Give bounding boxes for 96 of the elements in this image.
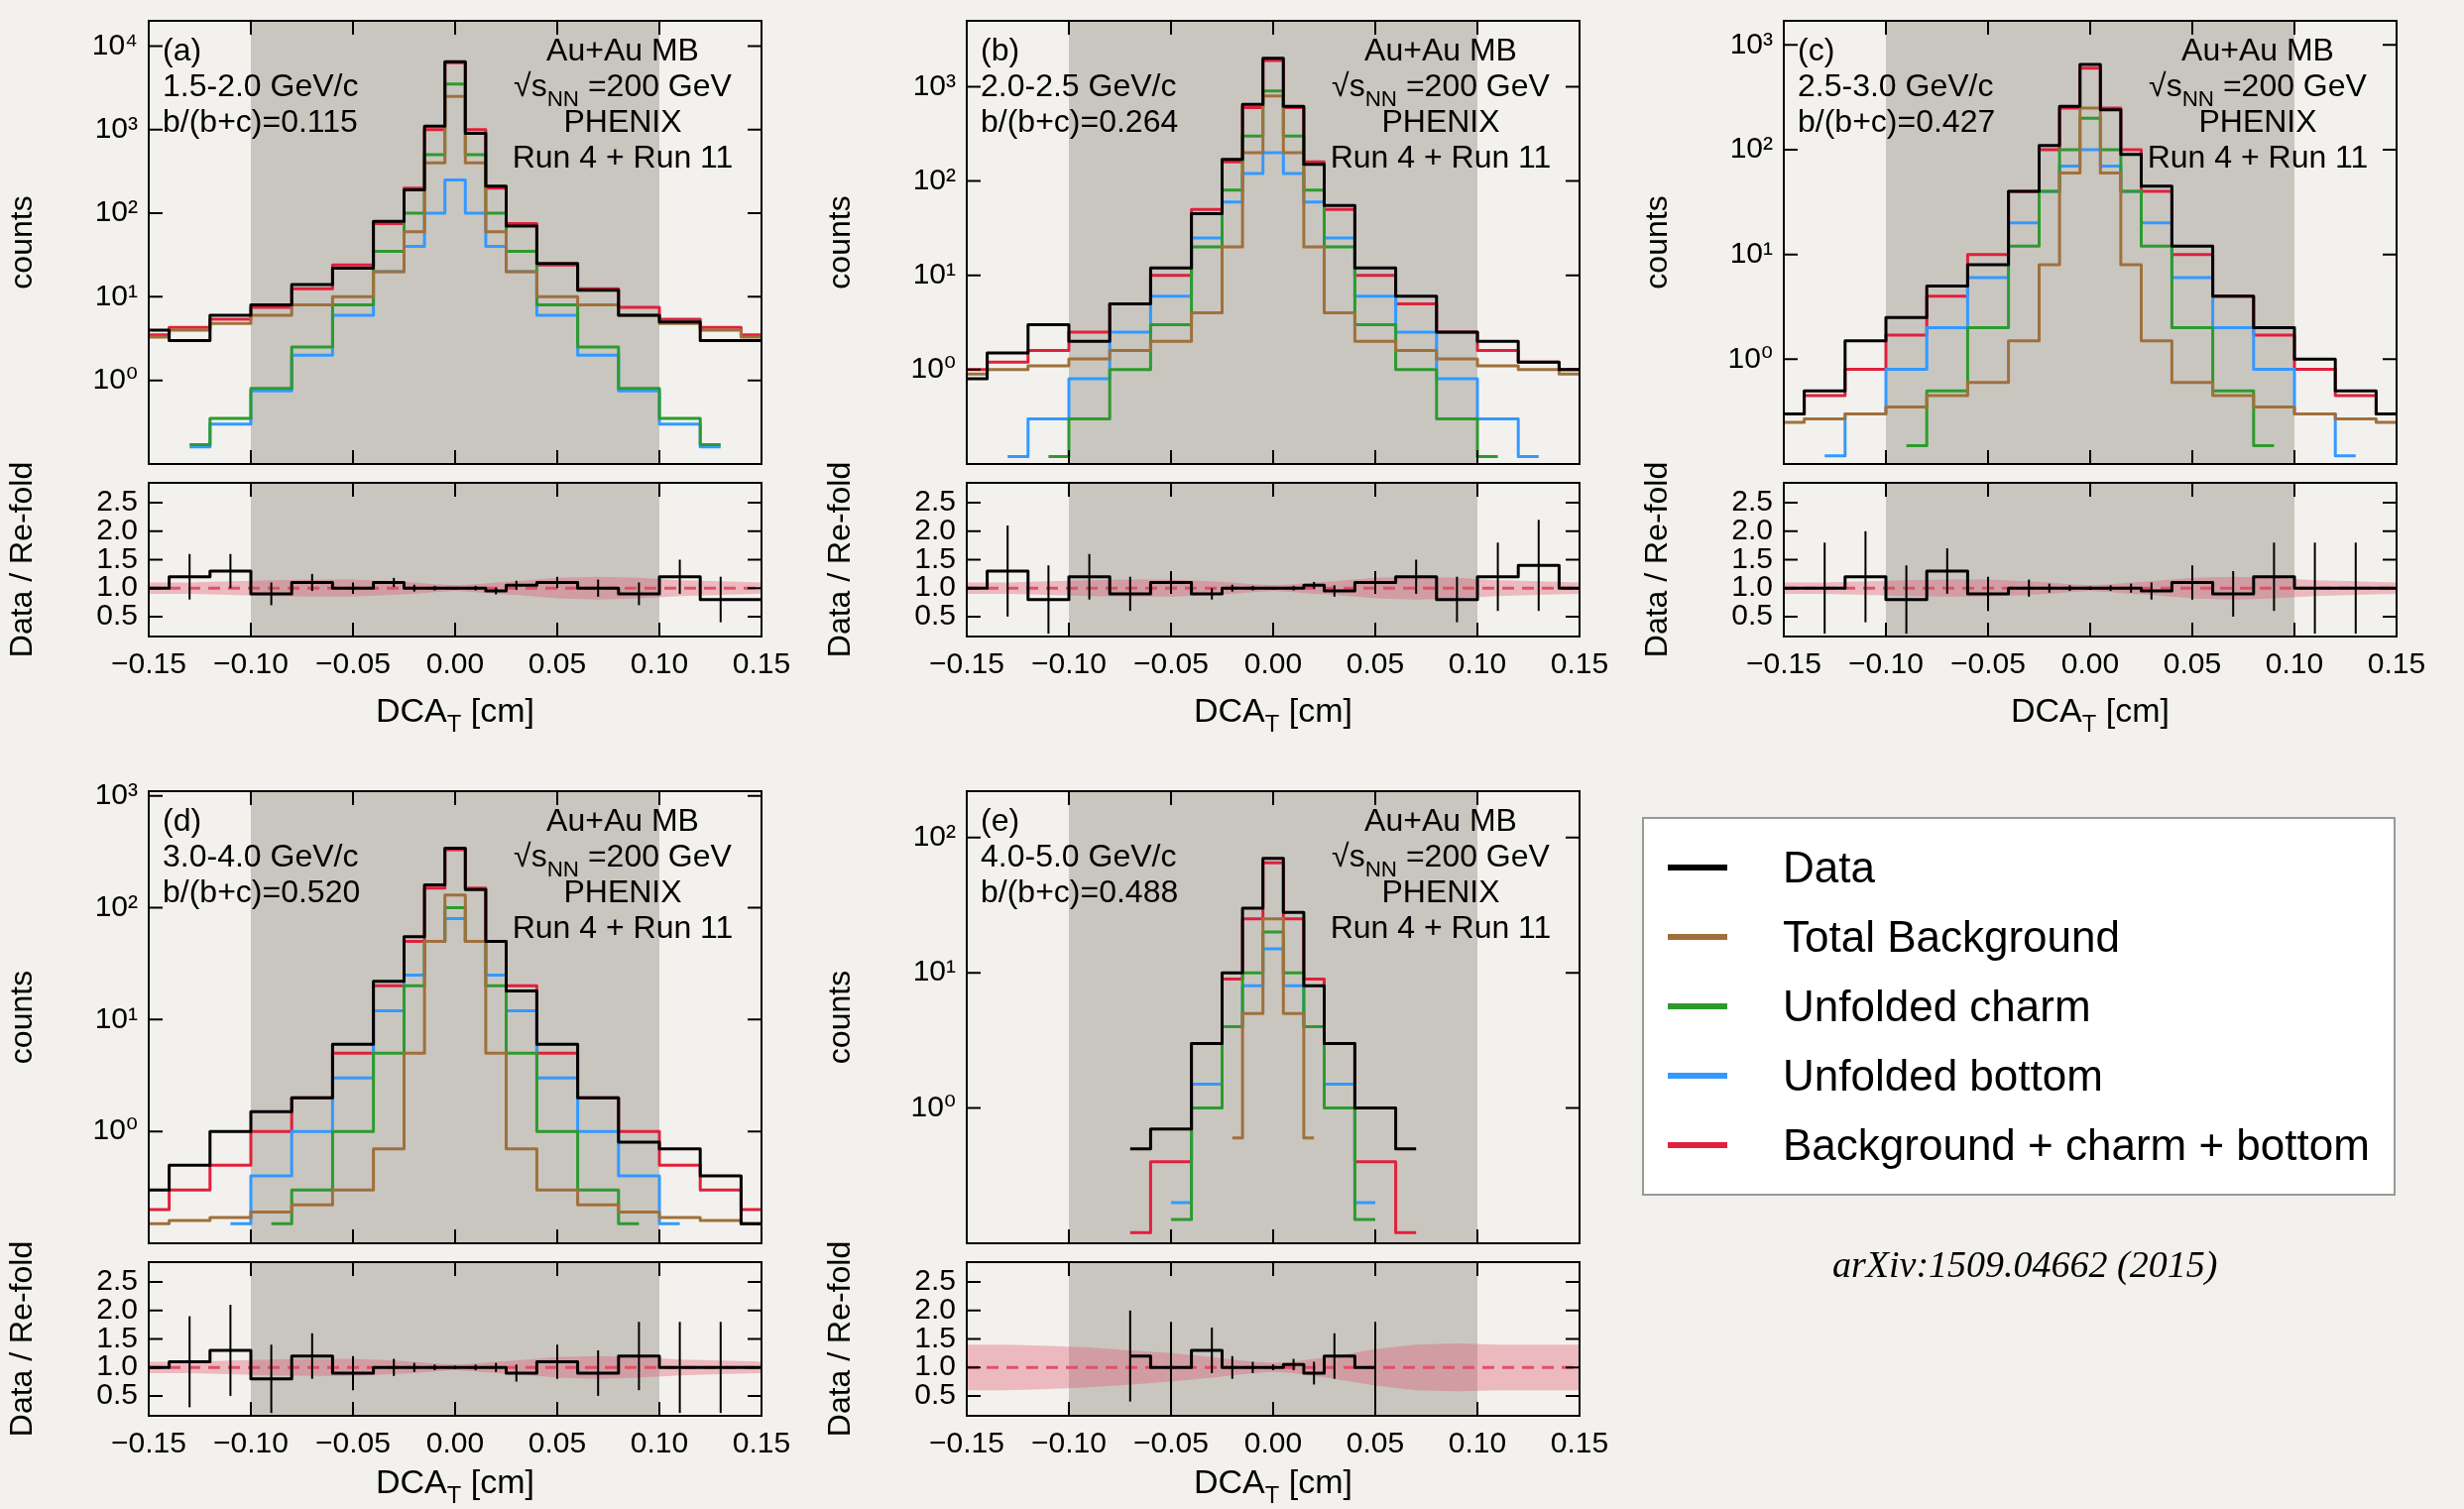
x-tick-label: 0.00 xyxy=(425,1426,485,1459)
y-tick-label: 10¹ xyxy=(94,1000,139,1034)
x-tick-label: 0.15 xyxy=(732,646,791,680)
annotation: Au+Au MB xyxy=(1364,32,1517,67)
x-tick-label: 0.10 xyxy=(1448,1426,1507,1459)
x-tick-label: 0.10 xyxy=(1448,646,1507,680)
x-tick-label: 0.10 xyxy=(630,646,689,680)
annotation: Au+Au MB xyxy=(546,802,699,838)
x-tick-label: 0.05 xyxy=(1346,646,1405,680)
annotation: Run 4 + Run 11 xyxy=(512,139,734,174)
y-axis-title: Data / Re-fold xyxy=(1638,461,1675,658)
x-tick-label: 0.00 xyxy=(1243,646,1303,680)
x-tick-label: 0.05 xyxy=(1346,1426,1405,1459)
y-axis-title: Data / Re-fold xyxy=(3,1240,40,1438)
legend-label: Unfolded charm xyxy=(1783,982,2091,1031)
y-tick-label: 10² xyxy=(912,818,957,852)
y-tick-label: 10⁴ xyxy=(91,27,138,60)
x-tick-label: 0.05 xyxy=(528,1426,587,1459)
annotation: 2.5-3.0 GeV/c xyxy=(1798,67,1994,103)
y-tick-label: 10³ xyxy=(1729,26,1774,59)
annotation: b/(b+c)=0.115 xyxy=(163,103,358,139)
y-tick-label: 10² xyxy=(94,194,139,228)
annotation: 1.5-2.0 GeV/c xyxy=(163,67,359,103)
y-tick-label: 10⁰ xyxy=(910,351,956,385)
x-tick-label: −0.15 xyxy=(111,1426,186,1459)
annotation: Run 4 + Run 11 xyxy=(2147,139,2369,174)
x-tick-label: 0.15 xyxy=(2367,646,2426,680)
y-axis-title: Data / Re-fold xyxy=(3,461,40,658)
x-tick-label: 0.00 xyxy=(1243,1426,1303,1459)
y-tick-label: 10² xyxy=(94,888,139,922)
legend-label: Background + charm + bottom xyxy=(1783,1120,2370,1170)
x-tick-label: −0.05 xyxy=(1133,1426,1209,1459)
x-tick-label: −0.10 xyxy=(1031,1426,1107,1459)
y-tick-label: 10¹ xyxy=(1729,235,1774,269)
text: arXiv:1509.04662 (2015) xyxy=(1832,1242,2218,1286)
y-tick-label: 10⁰ xyxy=(92,1112,138,1146)
y-tick-label: 10² xyxy=(912,162,957,195)
y-axis-title: counts xyxy=(821,970,858,1065)
annotation: (e) xyxy=(981,802,1020,838)
annotation: b/(b+c)=0.488 xyxy=(981,873,1179,909)
x-tick-label: −0.15 xyxy=(111,646,186,680)
annotation: (c) xyxy=(1798,32,1835,67)
x-tick-label: −0.10 xyxy=(1848,646,1924,680)
x-tick-label: −0.05 xyxy=(1950,646,2026,680)
x-tick-label: −0.15 xyxy=(1746,646,1821,680)
x-tick-label: −0.15 xyxy=(929,1426,1004,1459)
x-tick-label: 0.00 xyxy=(2060,646,2120,680)
annotation: (b) xyxy=(981,32,1020,67)
annotation: 2.0-2.5 GeV/c xyxy=(981,67,1177,103)
y-tick-label: 10⁰ xyxy=(1727,340,1773,374)
annotation: Au+Au MB xyxy=(1364,802,1517,838)
annotation: Run 4 + Run 11 xyxy=(1330,139,1552,174)
x-tick-label: −0.10 xyxy=(1031,646,1107,680)
x-tick-label: −0.10 xyxy=(213,1426,289,1459)
y-tick-label: 10¹ xyxy=(94,278,139,311)
x-tick-label: −0.05 xyxy=(315,1426,391,1459)
y-axis-title: Data / Re-fold xyxy=(821,1240,858,1438)
y-tick-label: 10³ xyxy=(94,776,139,810)
y-tick-label: 10³ xyxy=(912,67,957,101)
annotation: b/(b+c)=0.264 xyxy=(981,103,1179,139)
annotation: (d) xyxy=(163,802,202,838)
x-tick-label: 0.15 xyxy=(1550,1426,1609,1459)
x-tick-label: −0.05 xyxy=(315,646,391,680)
annotation: Au+Au MB xyxy=(546,32,699,67)
annotation: 3.0-4.0 GeV/c xyxy=(163,838,359,873)
annotation: b/(b+c)=0.520 xyxy=(163,873,361,909)
legend-label: Unfolded bottom xyxy=(1783,1051,2103,1101)
annotation: Run 4 + Run 11 xyxy=(512,909,734,945)
x-tick-label: −0.10 xyxy=(213,646,289,680)
annotation: 4.0-5.0 GeV/c xyxy=(981,838,1177,873)
y-axis-title: counts xyxy=(3,970,40,1065)
annotation: (a) xyxy=(163,32,202,67)
x-tick-label: 0.00 xyxy=(425,646,485,680)
annotation: Run 4 + Run 11 xyxy=(1330,909,1552,945)
y-tick-label: 10¹ xyxy=(912,954,957,987)
y-tick-label: 10³ xyxy=(94,110,139,144)
y-tick-label: 10⁰ xyxy=(92,361,138,395)
x-tick-label: 0.15 xyxy=(732,1426,791,1459)
x-tick-label: 0.15 xyxy=(1550,646,1609,680)
annotation: b/(b+c)=0.427 xyxy=(1798,103,1996,139)
x-tick-label: −0.05 xyxy=(1133,646,1209,680)
y-tick-label: 10⁰ xyxy=(910,1089,956,1122)
x-tick-label: 0.10 xyxy=(2265,646,2324,680)
y-axis-title: counts xyxy=(3,195,40,290)
x-tick-label: 0.05 xyxy=(528,646,587,680)
legend-label: Total Background xyxy=(1783,912,2120,962)
x-tick-label: −0.15 xyxy=(929,646,1004,680)
x-tick-label: 0.05 xyxy=(2163,646,2222,680)
y-axis-title: Data / Re-fold xyxy=(821,461,858,658)
y-tick-label: 10¹ xyxy=(912,257,957,290)
x-tick-label: 0.10 xyxy=(630,1426,689,1459)
y-axis-title: counts xyxy=(1638,195,1675,290)
legend-label: Data xyxy=(1783,843,1875,892)
y-axis-title: counts xyxy=(821,195,858,290)
y-tick-label: 10² xyxy=(1729,131,1774,165)
annotation: Au+Au MB xyxy=(2181,32,2334,67)
